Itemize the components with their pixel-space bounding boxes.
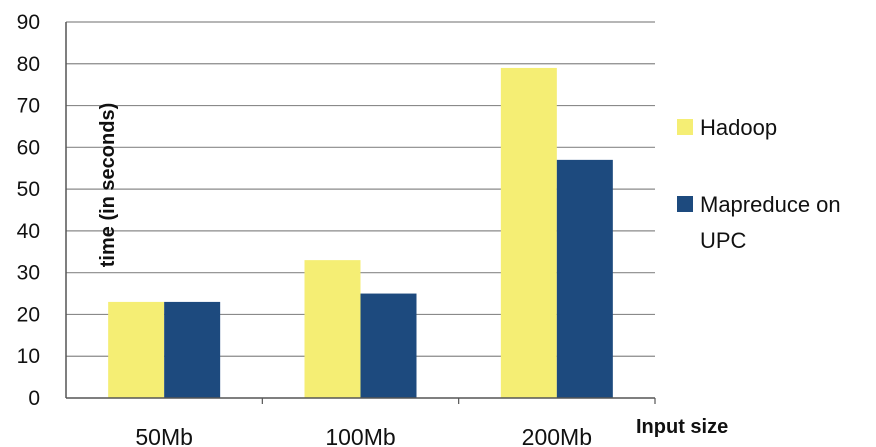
bar-mapreduce-on-upc-200mb [556, 159, 613, 398]
bar-hadoop-50mb [108, 301, 165, 398]
y-tick-label: 90 [17, 11, 40, 34]
y-tick-label: 80 [17, 53, 40, 76]
x-category-label: 100Mb [325, 424, 395, 447]
x-category-label: 50Mb [135, 424, 193, 447]
legend-swatch [677, 119, 693, 135]
legend-label: UPC [700, 228, 747, 253]
legend-label: Mapreduce on [700, 192, 841, 217]
x-axis-title: Input size [636, 416, 728, 438]
y-tick-label: 40 [17, 220, 40, 243]
legend-label: Hadoop [700, 115, 777, 140]
bar-hadoop-200mb [500, 67, 557, 398]
legend: Hadoop Mapreduce on UPC [677, 115, 841, 253]
bar-hadoop-100mb [304, 260, 361, 398]
y-tick-label: 30 [17, 262, 40, 285]
y-tick-label: 0 [28, 387, 40, 410]
y-tick-label: 50 [17, 178, 40, 201]
y-tick-labels: 0 10 20 30 40 50 60 70 80 90 [17, 11, 40, 410]
legend-swatch [677, 196, 693, 212]
x-category-labels: 50Mb 100Mb 200Mb [135, 424, 592, 447]
axes [65, 22, 656, 404]
x-category-label: 200Mb [522, 424, 592, 447]
bars [108, 67, 613, 398]
bar-mapreduce-on-upc-100mb [360, 293, 417, 398]
bar-mapreduce-on-upc-50mb [164, 301, 221, 398]
y-tick-label: 10 [17, 345, 40, 368]
y-tick-label: 20 [17, 303, 40, 326]
y-tick-label: 60 [17, 136, 40, 159]
y-tick-label: 70 [17, 95, 40, 118]
y-axis-title: time (in seconds) [97, 103, 119, 267]
